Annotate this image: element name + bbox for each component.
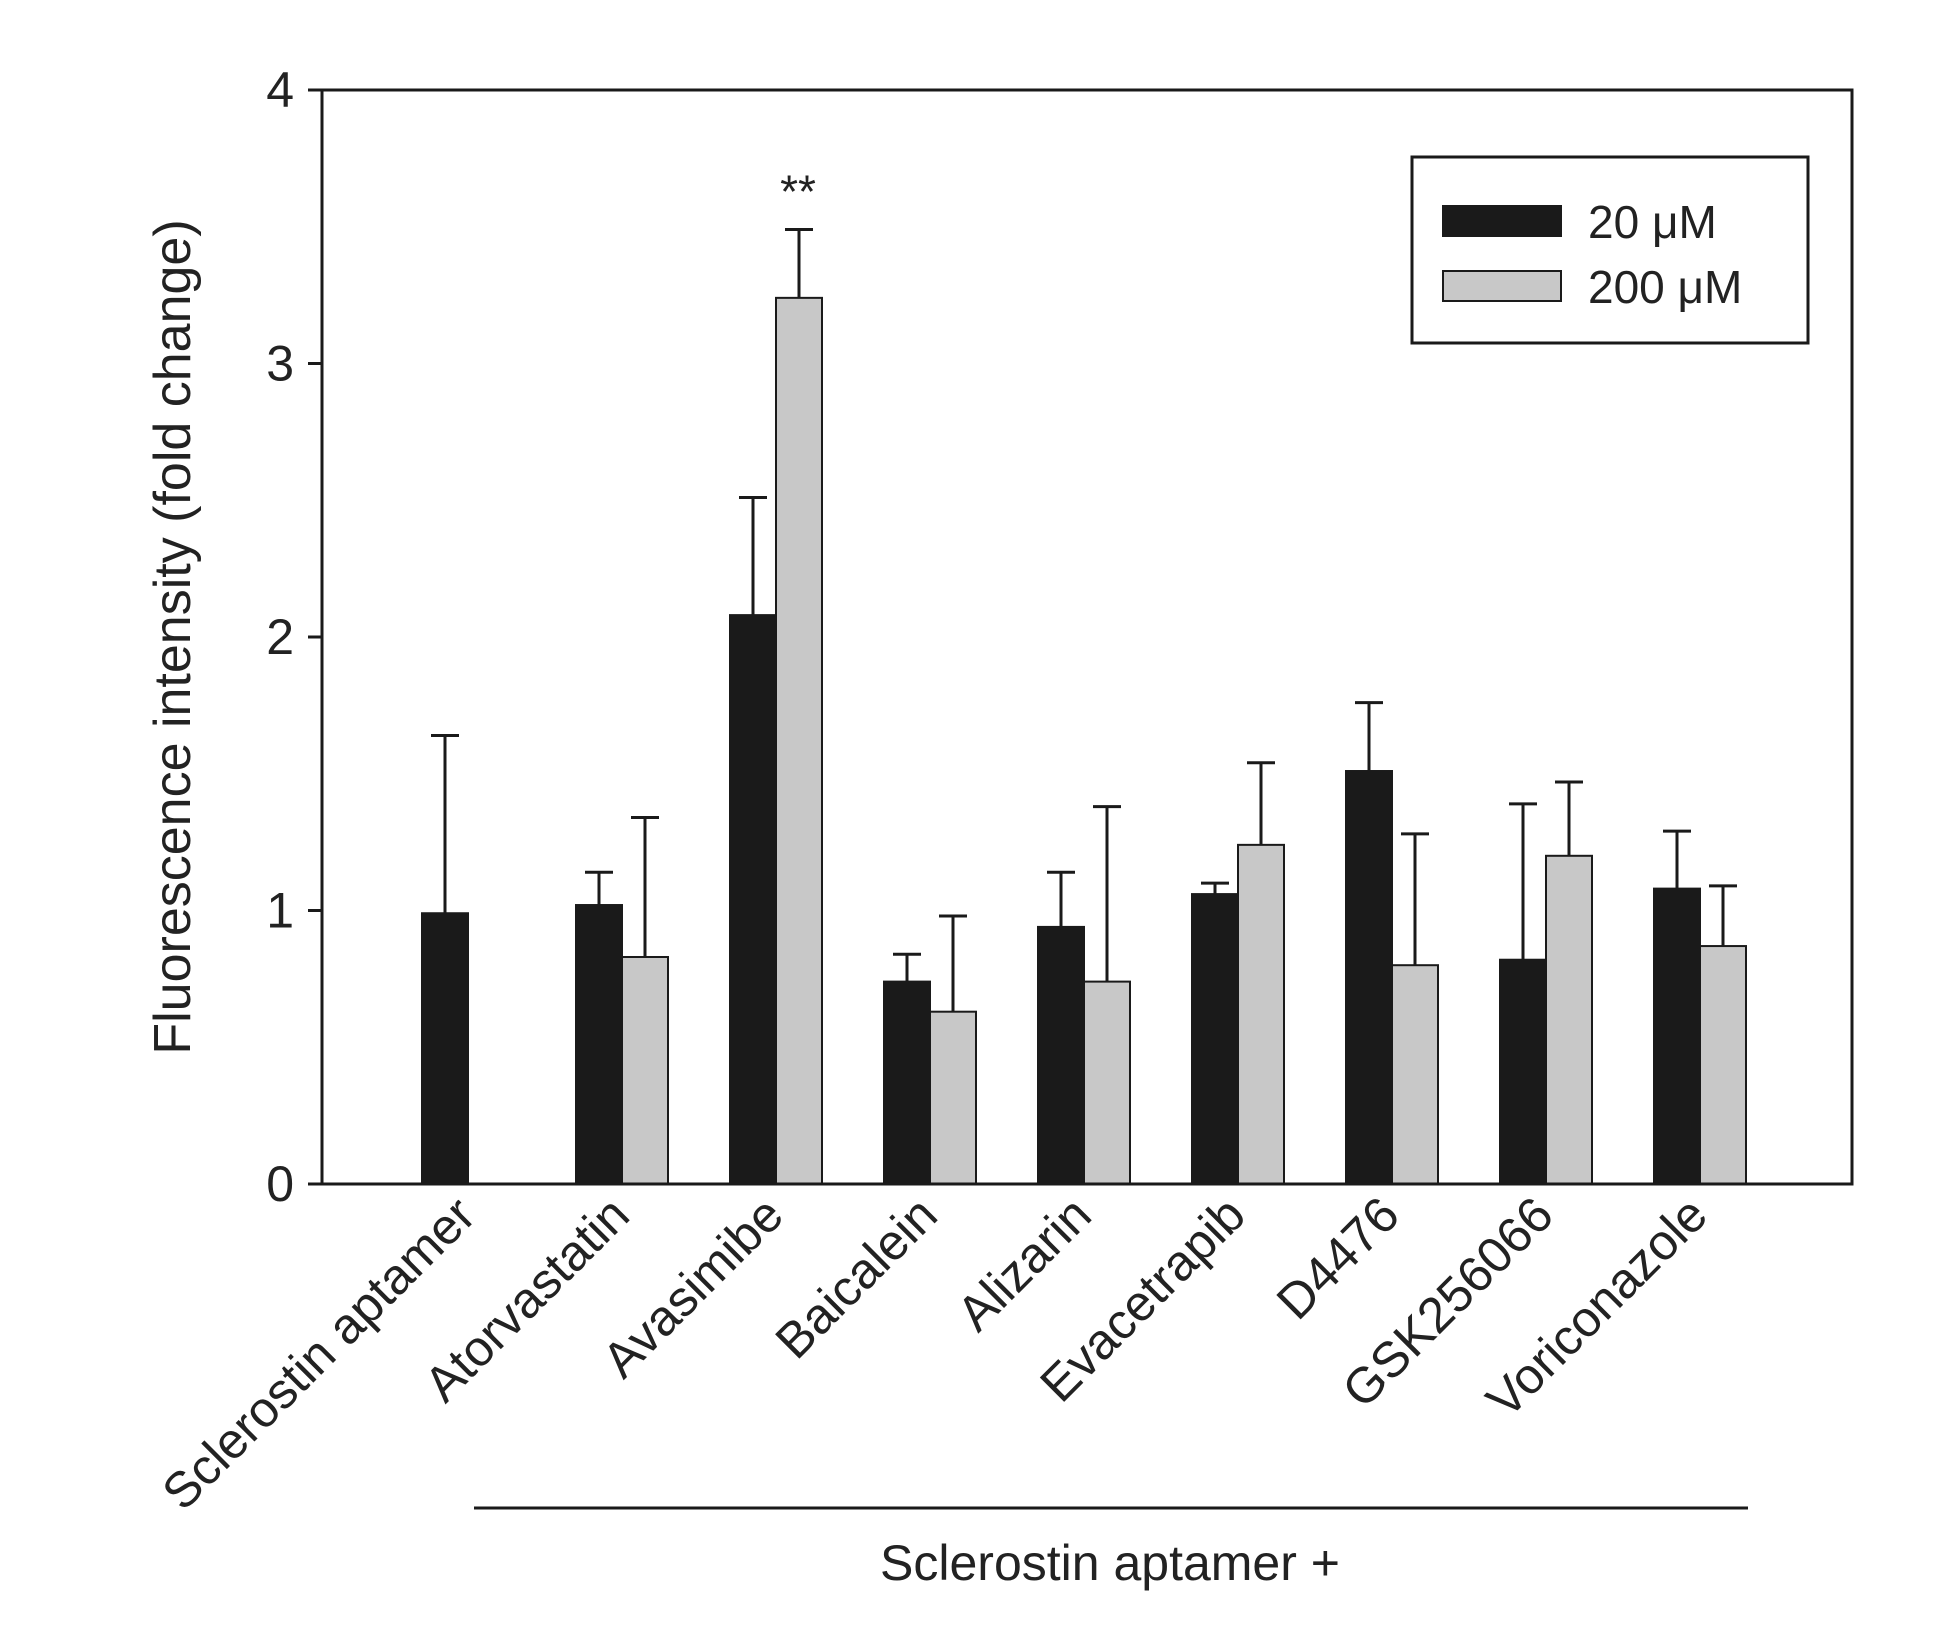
bar-alizarin-20-um — [1037, 925, 1085, 1185]
bar-atorvastatin-20-um — [575, 904, 623, 1186]
bar-baicalein-200-um — [929, 1010, 977, 1185]
legend-label-20um: 20 μM — [1588, 196, 1717, 248]
x-tick-label-baicalein: Baicalein — [765, 1186, 948, 1369]
legend: 20 μM 200 μM — [1410, 155, 1810, 345]
bar-gsk256066-200-um — [1545, 854, 1593, 1185]
bar-avasimibe-200-um — [775, 296, 823, 1185]
y-axis-title: Fluorescence intensity (fold change) — [144, 219, 202, 1054]
annotations: ** — [780, 165, 816, 217]
bar-gsk256066-20-um — [1499, 958, 1547, 1185]
x-tick-label-alizarin: Alizarin — [946, 1186, 1102, 1342]
x-axis: Sclerostin aptamerAtorvastatinAvasimibeB… — [151, 1186, 1717, 1520]
bar-voriconazole-20-um — [1653, 887, 1701, 1185]
x-tick-label-d4476: D4476 — [1266, 1186, 1410, 1330]
bar-evacetrapib-20-um — [1191, 893, 1239, 1186]
bar-baicalein-20-um — [883, 980, 931, 1185]
bar-evacetrapib-200-um — [1237, 843, 1285, 1185]
bars-layer — [421, 296, 1747, 1186]
bar-avasimibe-20-um — [729, 614, 777, 1185]
bar-alizarin-200-um — [1083, 980, 1131, 1185]
legend-swatch-200um — [1442, 270, 1562, 302]
bar-voriconazole-200-um — [1699, 945, 1747, 1185]
legend-swatch-20um — [1442, 205, 1562, 237]
y-tick-label: 1 — [266, 883, 294, 939]
legend-label-200um: 200 μM — [1588, 261, 1742, 313]
significance-annotation: ** — [780, 165, 816, 217]
y-tick-label: 3 — [266, 336, 294, 392]
group-label: Sclerostin aptamer + — [880, 1535, 1340, 1591]
bar-atorvastatin-200-um — [621, 955, 669, 1185]
bar-d4476-20-um — [1345, 770, 1393, 1185]
error-bars-layer — [431, 227, 1737, 1012]
y-tick-label: 4 — [266, 62, 294, 118]
bar-d4476-200-um — [1391, 964, 1439, 1186]
y-axis: 0 1 2 3 4 — [266, 62, 322, 1212]
y-tick-label: 0 — [266, 1156, 294, 1212]
bar-sclerostin-aptamer-20-um — [421, 912, 469, 1185]
legend-frame — [1410, 155, 1810, 345]
y-tick-label: 2 — [266, 609, 294, 665]
